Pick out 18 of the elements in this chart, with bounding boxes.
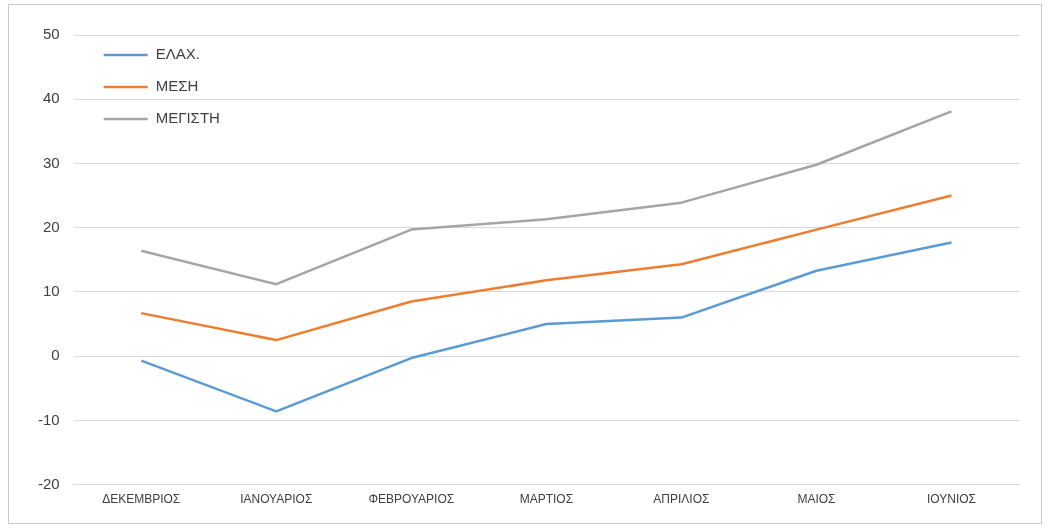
x-tick-label: ΔΕΚΕΜΒΡΙΟΣ [102, 492, 181, 507]
y-tick-label: 40 [42, 89, 60, 107]
x-tick-label: ΜΑΙΟΣ [797, 492, 836, 507]
x-tick-label: ΜΑΡΤΙΟΣ [519, 492, 574, 507]
x-tick-label: ΦΕΒΡΟΥΑΡΙΟΣ [368, 492, 455, 507]
legend-label: ΜΕΣΗ [155, 77, 199, 95]
y-tick-label: -20 [37, 474, 60, 492]
y-tick-label: 50 [42, 25, 60, 43]
legend-label: ΕΛΑΧ. [155, 45, 200, 63]
y-tick-label: 30 [42, 153, 60, 171]
y-tick-label: -10 [37, 410, 60, 428]
y-tick-label: 10 [42, 282, 60, 300]
y-tick-label: 20 [42, 217, 60, 235]
x-tick-label: ΙΑΝΟΥΑΡΙΟΣ [240, 492, 313, 507]
legend-label: ΜΕΓΙΣΤΗ [155, 109, 220, 127]
y-tick-label: 0 [51, 346, 60, 364]
x-tick-label: ΑΠΡΙΛΙΟΣ [653, 492, 710, 507]
x-tick-label: ΙΟΥΝΙΟΣ [926, 492, 976, 507]
